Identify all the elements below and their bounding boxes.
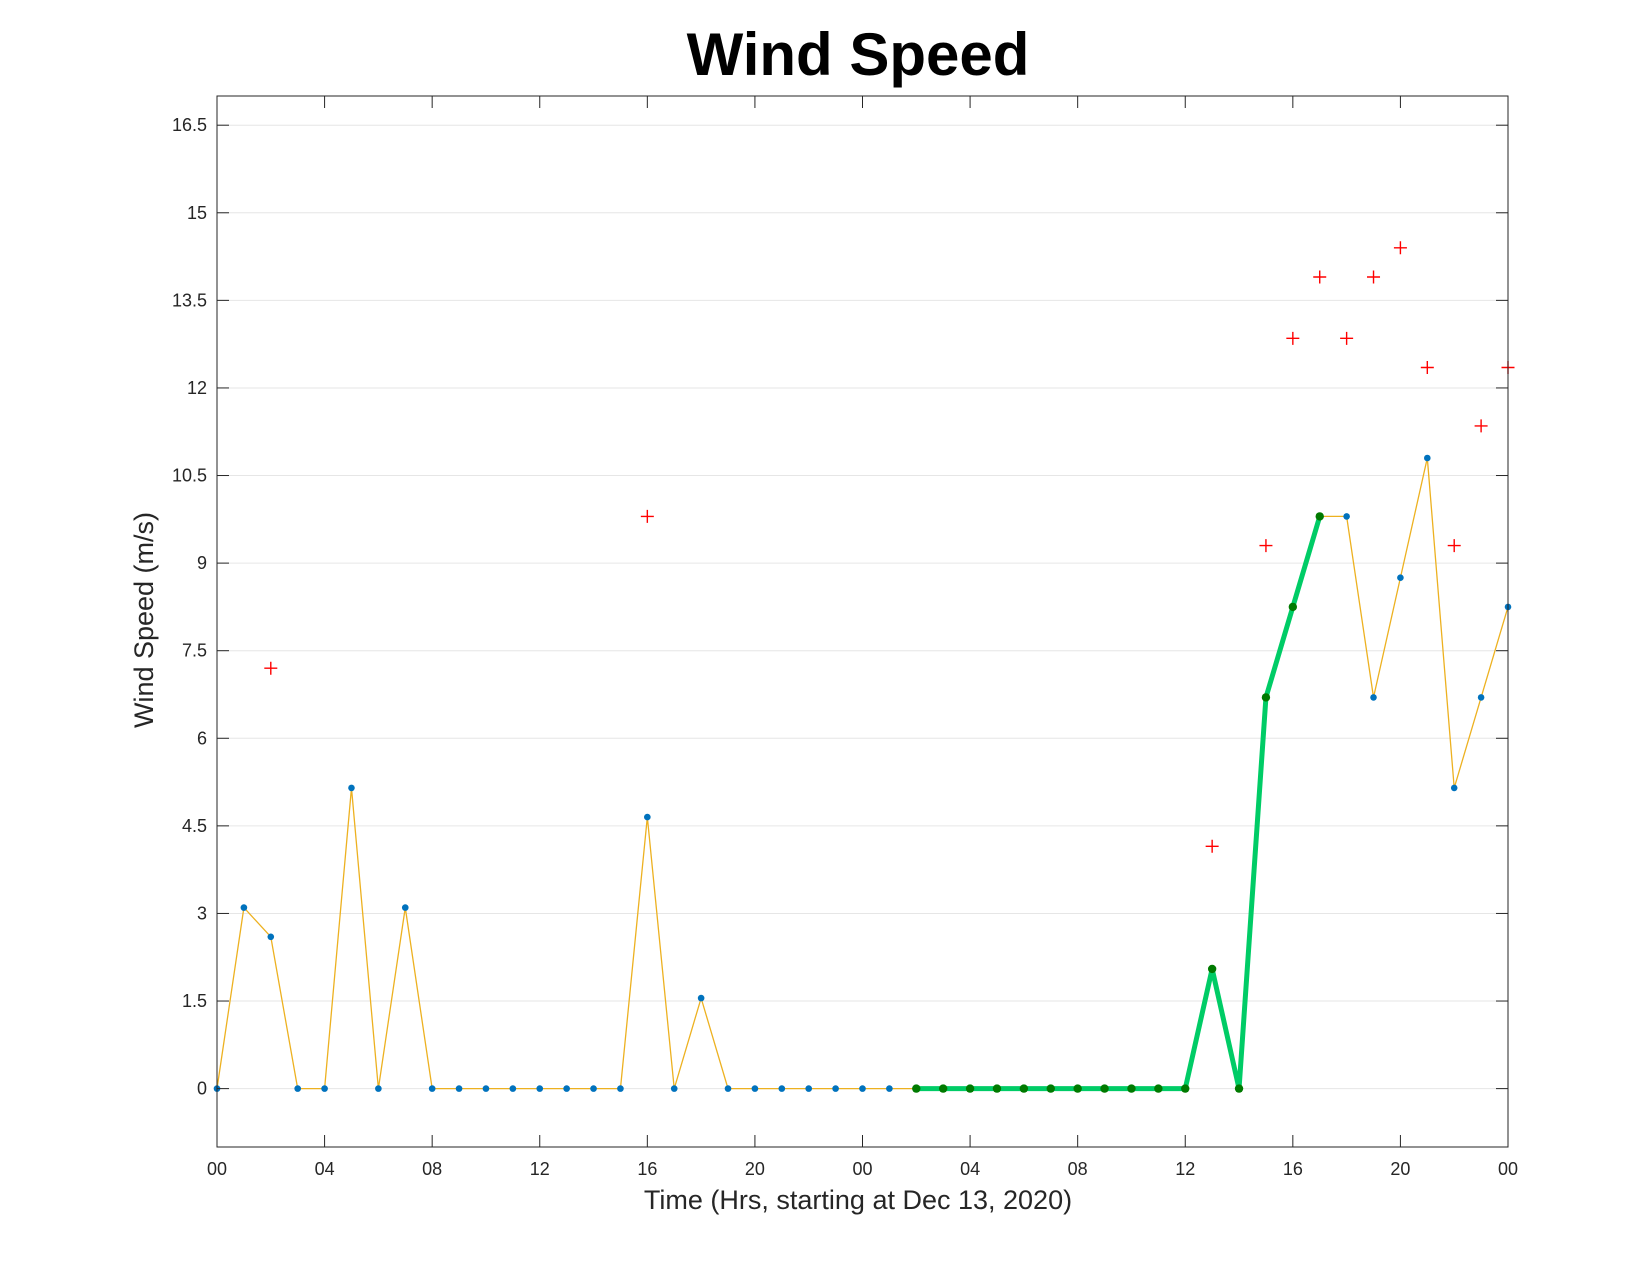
wind-speed-point [375, 1085, 382, 1092]
highlight-point [1154, 1084, 1163, 1093]
wind-speed-point [1370, 694, 1377, 701]
gust-marker [1205, 839, 1219, 853]
highlight-point [1181, 1084, 1190, 1093]
x-tick-label: 00 [207, 1159, 227, 1179]
gust-marker [1259, 539, 1273, 553]
wind-speed-point [348, 784, 355, 792]
gust-marker [1393, 241, 1407, 255]
gust-marker [264, 661, 278, 675]
x-tick-label: 20 [745, 1159, 765, 1179]
wind-speed-point [859, 1085, 866, 1092]
gust-marker [1447, 539, 1461, 553]
wind-speed-point [1397, 574, 1404, 582]
highlight-point [1100, 1084, 1109, 1093]
wind-speed-point [321, 1085, 328, 1092]
x-tick-label: 20 [1390, 1159, 1410, 1179]
wind-speed-point [644, 813, 651, 821]
x-tick-label: 08 [1068, 1159, 1088, 1179]
highlight-point [965, 1084, 975, 1093]
wind-speed-point [778, 1085, 786, 1092]
x-tick-label: 00 [1498, 1159, 1518, 1179]
highlight-point [1315, 512, 1324, 521]
highlight-point [992, 1084, 1002, 1093]
x-tick-label: 00 [852, 1159, 872, 1179]
y-tick-label: 16.5 [172, 115, 207, 135]
wind-speed-point [482, 1085, 490, 1092]
grid-lines [217, 124, 1508, 1090]
wind-speed-point [751, 1085, 759, 1092]
wind-speed-point [1450, 784, 1458, 792]
highlight-point [1288, 602, 1298, 612]
wind-speed-point [240, 904, 248, 911]
highlight-point [1234, 1084, 1244, 1093]
gust-marker [1474, 419, 1488, 433]
x-tick-label: 04 [960, 1159, 980, 1179]
axes-box [216, 95, 1509, 1148]
wind-speed-point [267, 933, 275, 941]
highlight-line [916, 515, 1323, 1092]
wind-speed-point [294, 1085, 301, 1092]
gust-marker [1286, 331, 1300, 345]
y-tick-label: 12 [187, 378, 207, 398]
y-tick-label: 10.5 [172, 466, 207, 486]
wind-speed-point [1477, 694, 1485, 701]
wind-speed-point [1424, 454, 1431, 462]
x-tick-label: 12 [530, 1159, 550, 1179]
x-tick-label: 16 [1283, 1159, 1303, 1179]
y-tick-label: 7.5 [182, 641, 207, 661]
gust-marker [640, 509, 654, 523]
highlight-point [1073, 1084, 1082, 1093]
chart-title: Wind Speed [687, 21, 1030, 88]
y-tick-label: 6 [197, 728, 207, 748]
y-tick-label: 13.5 [172, 290, 207, 310]
y-axis-label: Wind Speed (m/s) [129, 512, 159, 728]
y-tick-label: 9 [197, 553, 207, 573]
highlight-point [938, 1084, 948, 1093]
y-tick-label: 15 [187, 203, 207, 223]
wind-speed-point [697, 994, 705, 1002]
wind-speed-line [216, 457, 1509, 1090]
wind-speed-point [832, 1085, 839, 1092]
gust-marker [1340, 331, 1354, 345]
highlight-point [1207, 964, 1217, 974]
gust-marker [1313, 270, 1327, 284]
y-tick-label: 0 [197, 1079, 207, 1099]
y-tick-label: 1.5 [182, 991, 207, 1011]
highlight-point [1046, 1084, 1055, 1093]
wind-speed-point [536, 1085, 544, 1092]
axis-ticks: 0 1.5 3 4.5 6 7.5 9 10.5 12 13.5 15 16.5 00 04 08 12 16 2… [172, 96, 1518, 1179]
wind-speed-point [401, 904, 409, 911]
highlight-point [1127, 1084, 1136, 1093]
wind-speed-point [724, 1085, 732, 1092]
x-tick-label: 12 [1175, 1159, 1195, 1179]
x-tick-label: 16 [637, 1159, 657, 1179]
x-tick-label: 04 [315, 1159, 335, 1179]
wind-speed-point [428, 1085, 436, 1092]
plot-area [213, 241, 1515, 1093]
highlight-point [1261, 693, 1271, 702]
wind-speed-point [509, 1085, 517, 1092]
x-axis-label: Time (Hrs, starting at Dec 13, 2020) [644, 1185, 1072, 1215]
wind-speed-point [617, 1085, 624, 1092]
wind-speed-point [805, 1085, 813, 1092]
wind-speed-point [590, 1085, 597, 1092]
wind-speed-point [1343, 513, 1350, 520]
gust-marker [1420, 361, 1434, 375]
wind-speed-point [455, 1085, 463, 1092]
y-tick-label: 3 [197, 903, 207, 923]
y-tick-label: 4.5 [182, 816, 207, 836]
highlight-point [1019, 1084, 1029, 1093]
x-tick-label: 08 [422, 1159, 442, 1179]
gust-marker [1367, 270, 1381, 284]
wind-speed-point [886, 1085, 893, 1092]
highlight-point [912, 1084, 921, 1093]
wind-speed-point [563, 1085, 570, 1092]
wind-speed-point [670, 1085, 678, 1092]
